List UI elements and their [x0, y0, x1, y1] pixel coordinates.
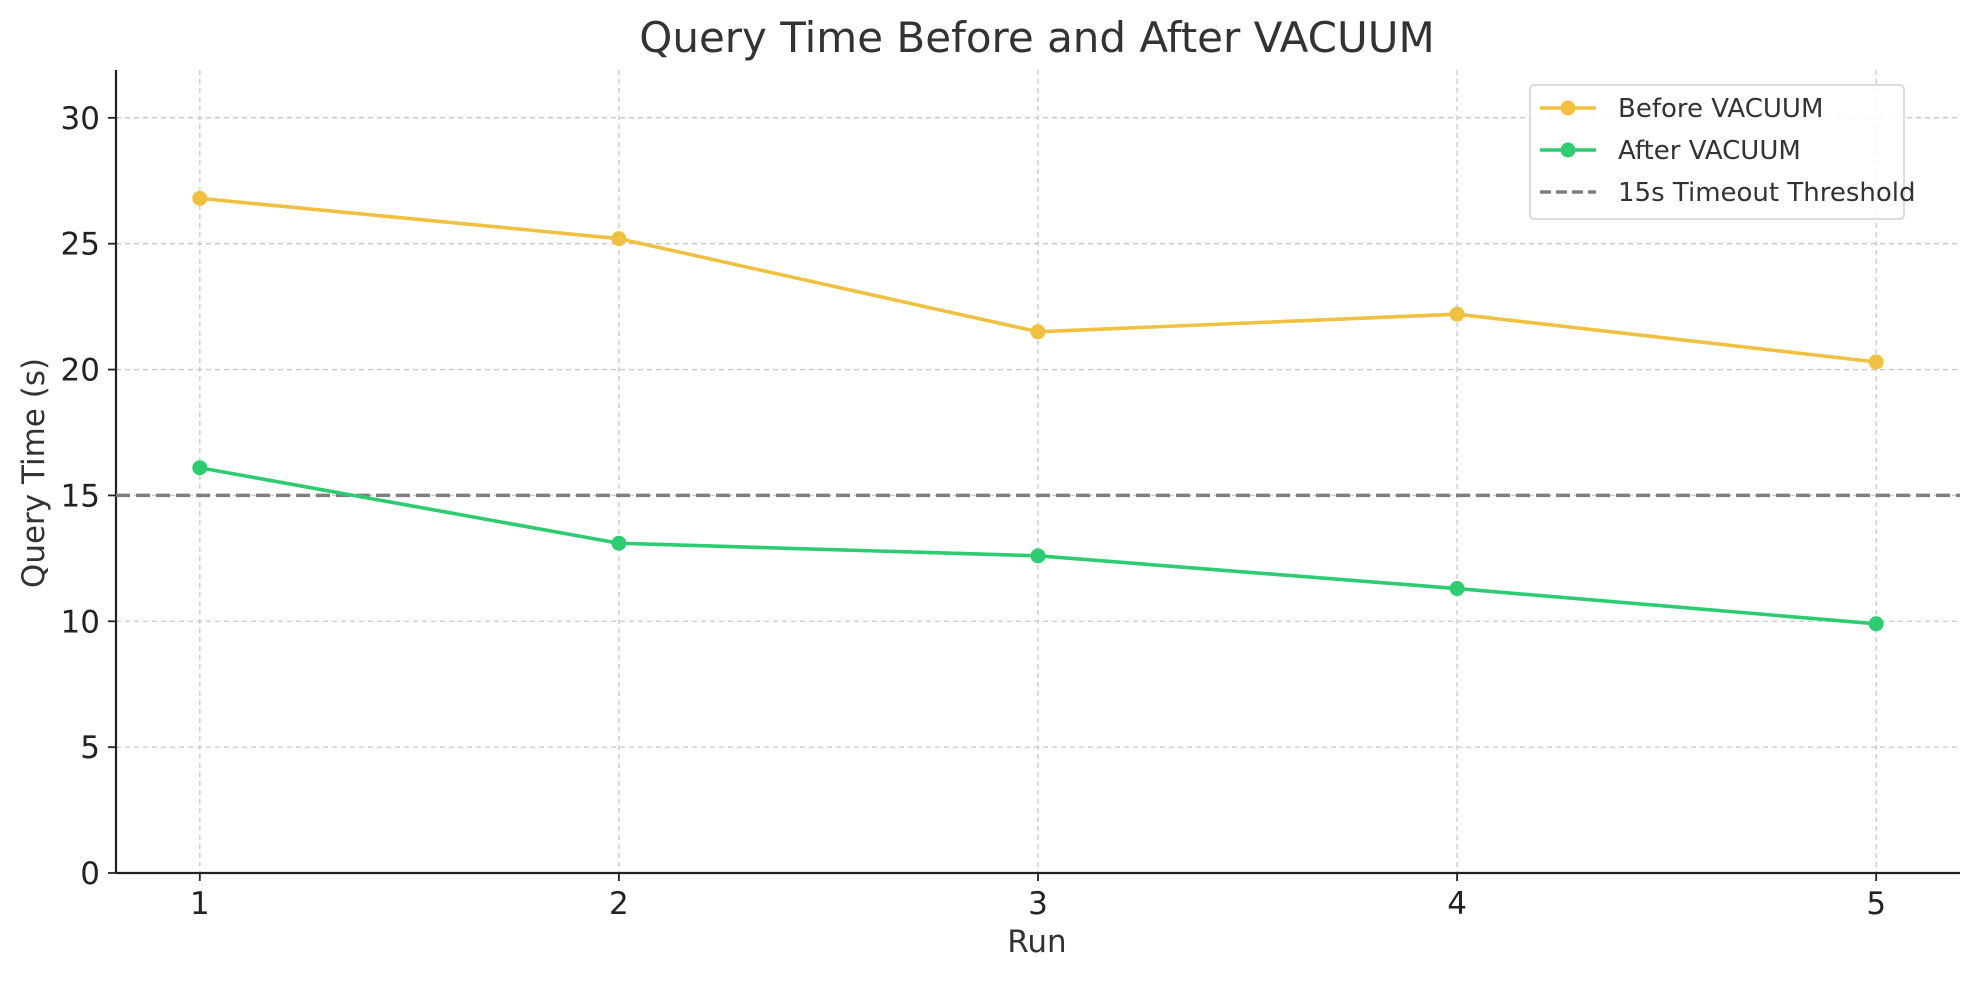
after-vacuum-point — [1868, 616, 1884, 632]
before-vacuum-point — [192, 190, 208, 206]
legend-label-15s-timeout-threshold: 15s Timeout Threshold — [1618, 178, 1916, 208]
x-tick-label: 3 — [1028, 886, 1048, 922]
y-tick-label: 25 — [61, 227, 100, 263]
x-tick-label: 5 — [1866, 886, 1886, 922]
before-vacuum-point — [1449, 306, 1465, 322]
legend: Before VACUUM After VACUUM 15s Timeout Thr… — [1529, 84, 1916, 220]
after-vacuum-point — [1449, 581, 1465, 597]
y-tick-label: 5 — [80, 730, 100, 766]
after-vacuum-point — [1030, 548, 1046, 564]
before-vacuum-point — [1030, 324, 1046, 340]
legend-marker-before-vacuum — [1560, 100, 1576, 116]
legend-box — [1529, 84, 1905, 220]
y-tick-label: 10 — [61, 604, 100, 640]
legend-label-after-vacuum: After VACUUM — [1618, 136, 1801, 166]
after-vacuum-line — [198, 465, 1878, 626]
y-tick-label: 30 — [61, 101, 100, 137]
legend-label-before-vacuum: Before VACUUM — [1618, 94, 1823, 124]
after-vacuum-point — [192, 460, 208, 476]
tick-label-layer: 1 2 3 4 5 0 5 10 15 20 25 30 — [61, 101, 1887, 922]
series-layer — [192, 190, 1884, 632]
legend-marker-after-vacuum — [1560, 142, 1576, 158]
chart-title: Query Time Before and After VACUUM — [639, 13, 1434, 62]
y-axis-label: Query Time (s) — [16, 358, 52, 588]
after-vacuum-point — [611, 535, 627, 551]
x-tick-label: 2 — [609, 886, 629, 922]
x-tick-label: 1 — [190, 886, 210, 922]
x-axis-label: Run — [1007, 924, 1066, 960]
x-tick-label: 4 — [1447, 886, 1467, 922]
y-tick-label: 0 — [80, 856, 100, 892]
before-vacuum-point — [1868, 354, 1884, 370]
y-tick-label: 15 — [61, 478, 100, 514]
axes-layer — [108, 70, 1960, 881]
y-tick-label: 20 — [61, 353, 100, 389]
before-vacuum-point — [611, 231, 627, 247]
